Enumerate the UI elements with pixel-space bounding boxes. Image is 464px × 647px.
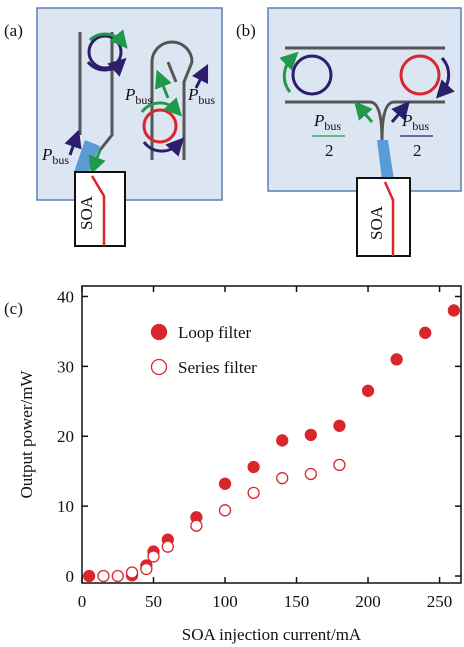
- panel-label: (c): [4, 299, 23, 318]
- subscript: bus: [52, 153, 69, 167]
- legend-label: Series filter: [178, 358, 257, 377]
- point: [83, 569, 96, 583]
- p-bus: Pbus: [187, 85, 215, 107]
- denominator: 2: [325, 141, 334, 160]
- panel-a: (a) Pbus Pbus Pbus SOA: [4, 7, 223, 247]
- symbol: P: [401, 111, 412, 130]
- legend-marker: [150, 358, 168, 376]
- point: [218, 504, 232, 517]
- point: [247, 486, 260, 500]
- panel-label: (b): [236, 21, 256, 40]
- denominator: 2: [413, 141, 422, 160]
- taper: [377, 140, 394, 180]
- arrow: [64, 129, 82, 156]
- y-tick-label: 0: [66, 567, 75, 586]
- point: [140, 562, 153, 576]
- soa-waveguide: [90, 175, 106, 246]
- panel-box: [267, 7, 462, 192]
- x-tick-label: 50: [145, 592, 162, 611]
- ring: [142, 108, 178, 144]
- subscript: bus: [412, 119, 429, 133]
- y-tick-label: 20: [57, 427, 74, 446]
- point: [304, 428, 317, 441]
- symbol: P: [41, 145, 52, 164]
- x-tick-label: 0: [78, 592, 87, 611]
- point: [247, 460, 260, 474]
- subscript: bus: [198, 93, 215, 107]
- subscript: bus: [324, 119, 341, 133]
- point: [390, 353, 403, 366]
- plot-frame: [81, 285, 462, 584]
- ring: [291, 54, 333, 96]
- point: [276, 472, 289, 485]
- arrow: [435, 56, 455, 99]
- arrow: [142, 137, 185, 157]
- symbol: P: [313, 111, 324, 130]
- point: [97, 569, 110, 583]
- ring: [399, 54, 441, 96]
- point: [333, 458, 346, 472]
- point: [147, 550, 160, 563]
- p-bus: Pbus: [401, 111, 429, 133]
- arrow: [191, 63, 209, 89]
- x-axis-label: SOA injection current/mA: [182, 625, 362, 644]
- panel-label: (a): [4, 21, 23, 40]
- arrow: [86, 57, 127, 77]
- chart: (c) 0 50 100 150 200 250 0 10 20 30 40 SOA injectio…: [4, 285, 462, 644]
- panel-b: (b) Pbus 2 Pbus 2 SOA: [236, 7, 462, 257]
- x-tick-label: 250: [427, 592, 453, 611]
- legend-label: Loop filter: [178, 323, 252, 342]
- subscript: bus: [135, 93, 152, 107]
- x-tick-label: 100: [212, 592, 238, 611]
- loop-waveguide: [150, 40, 194, 160]
- x-tick-label: 150: [284, 592, 310, 611]
- symbol: P: [187, 85, 198, 104]
- arrow: [88, 29, 128, 49]
- taper: [74, 140, 100, 178]
- point: [361, 384, 375, 397]
- point: [161, 540, 174, 553]
- soa-waveguide: [383, 181, 395, 256]
- point: [190, 519, 203, 532]
- p-bus: Pbus: [124, 85, 152, 107]
- x-tick-label: 200: [355, 592, 381, 611]
- panel-box: [36, 7, 223, 201]
- arrow: [354, 101, 374, 123]
- arrow: [279, 51, 299, 93]
- arrow: [88, 149, 106, 175]
- arrow: [390, 101, 410, 123]
- soa-label: SOA: [367, 205, 386, 240]
- soa-box: [356, 177, 411, 257]
- point: [447, 304, 460, 317]
- point: [276, 434, 289, 447]
- point: [218, 477, 232, 490]
- point: [125, 566, 139, 579]
- point: [304, 467, 317, 481]
- arrow: [140, 97, 183, 117]
- y-axis-label: Output power/mW: [17, 370, 36, 499]
- symbol: P: [124, 85, 135, 104]
- p-bus: Pbus: [41, 145, 69, 167]
- point: [333, 419, 346, 432]
- p-bus: Pbus: [313, 111, 341, 133]
- y-tick-label: 30: [57, 357, 74, 376]
- ring: [87, 34, 123, 70]
- soa-label: SOA: [77, 195, 96, 230]
- y-tick-label: 40: [57, 287, 74, 306]
- point: [419, 326, 432, 339]
- arrow: [154, 69, 172, 99]
- point: [111, 569, 124, 583]
- y-tick-label: 10: [57, 497, 74, 516]
- legend-marker: [150, 323, 168, 341]
- soa-box: [74, 171, 126, 247]
